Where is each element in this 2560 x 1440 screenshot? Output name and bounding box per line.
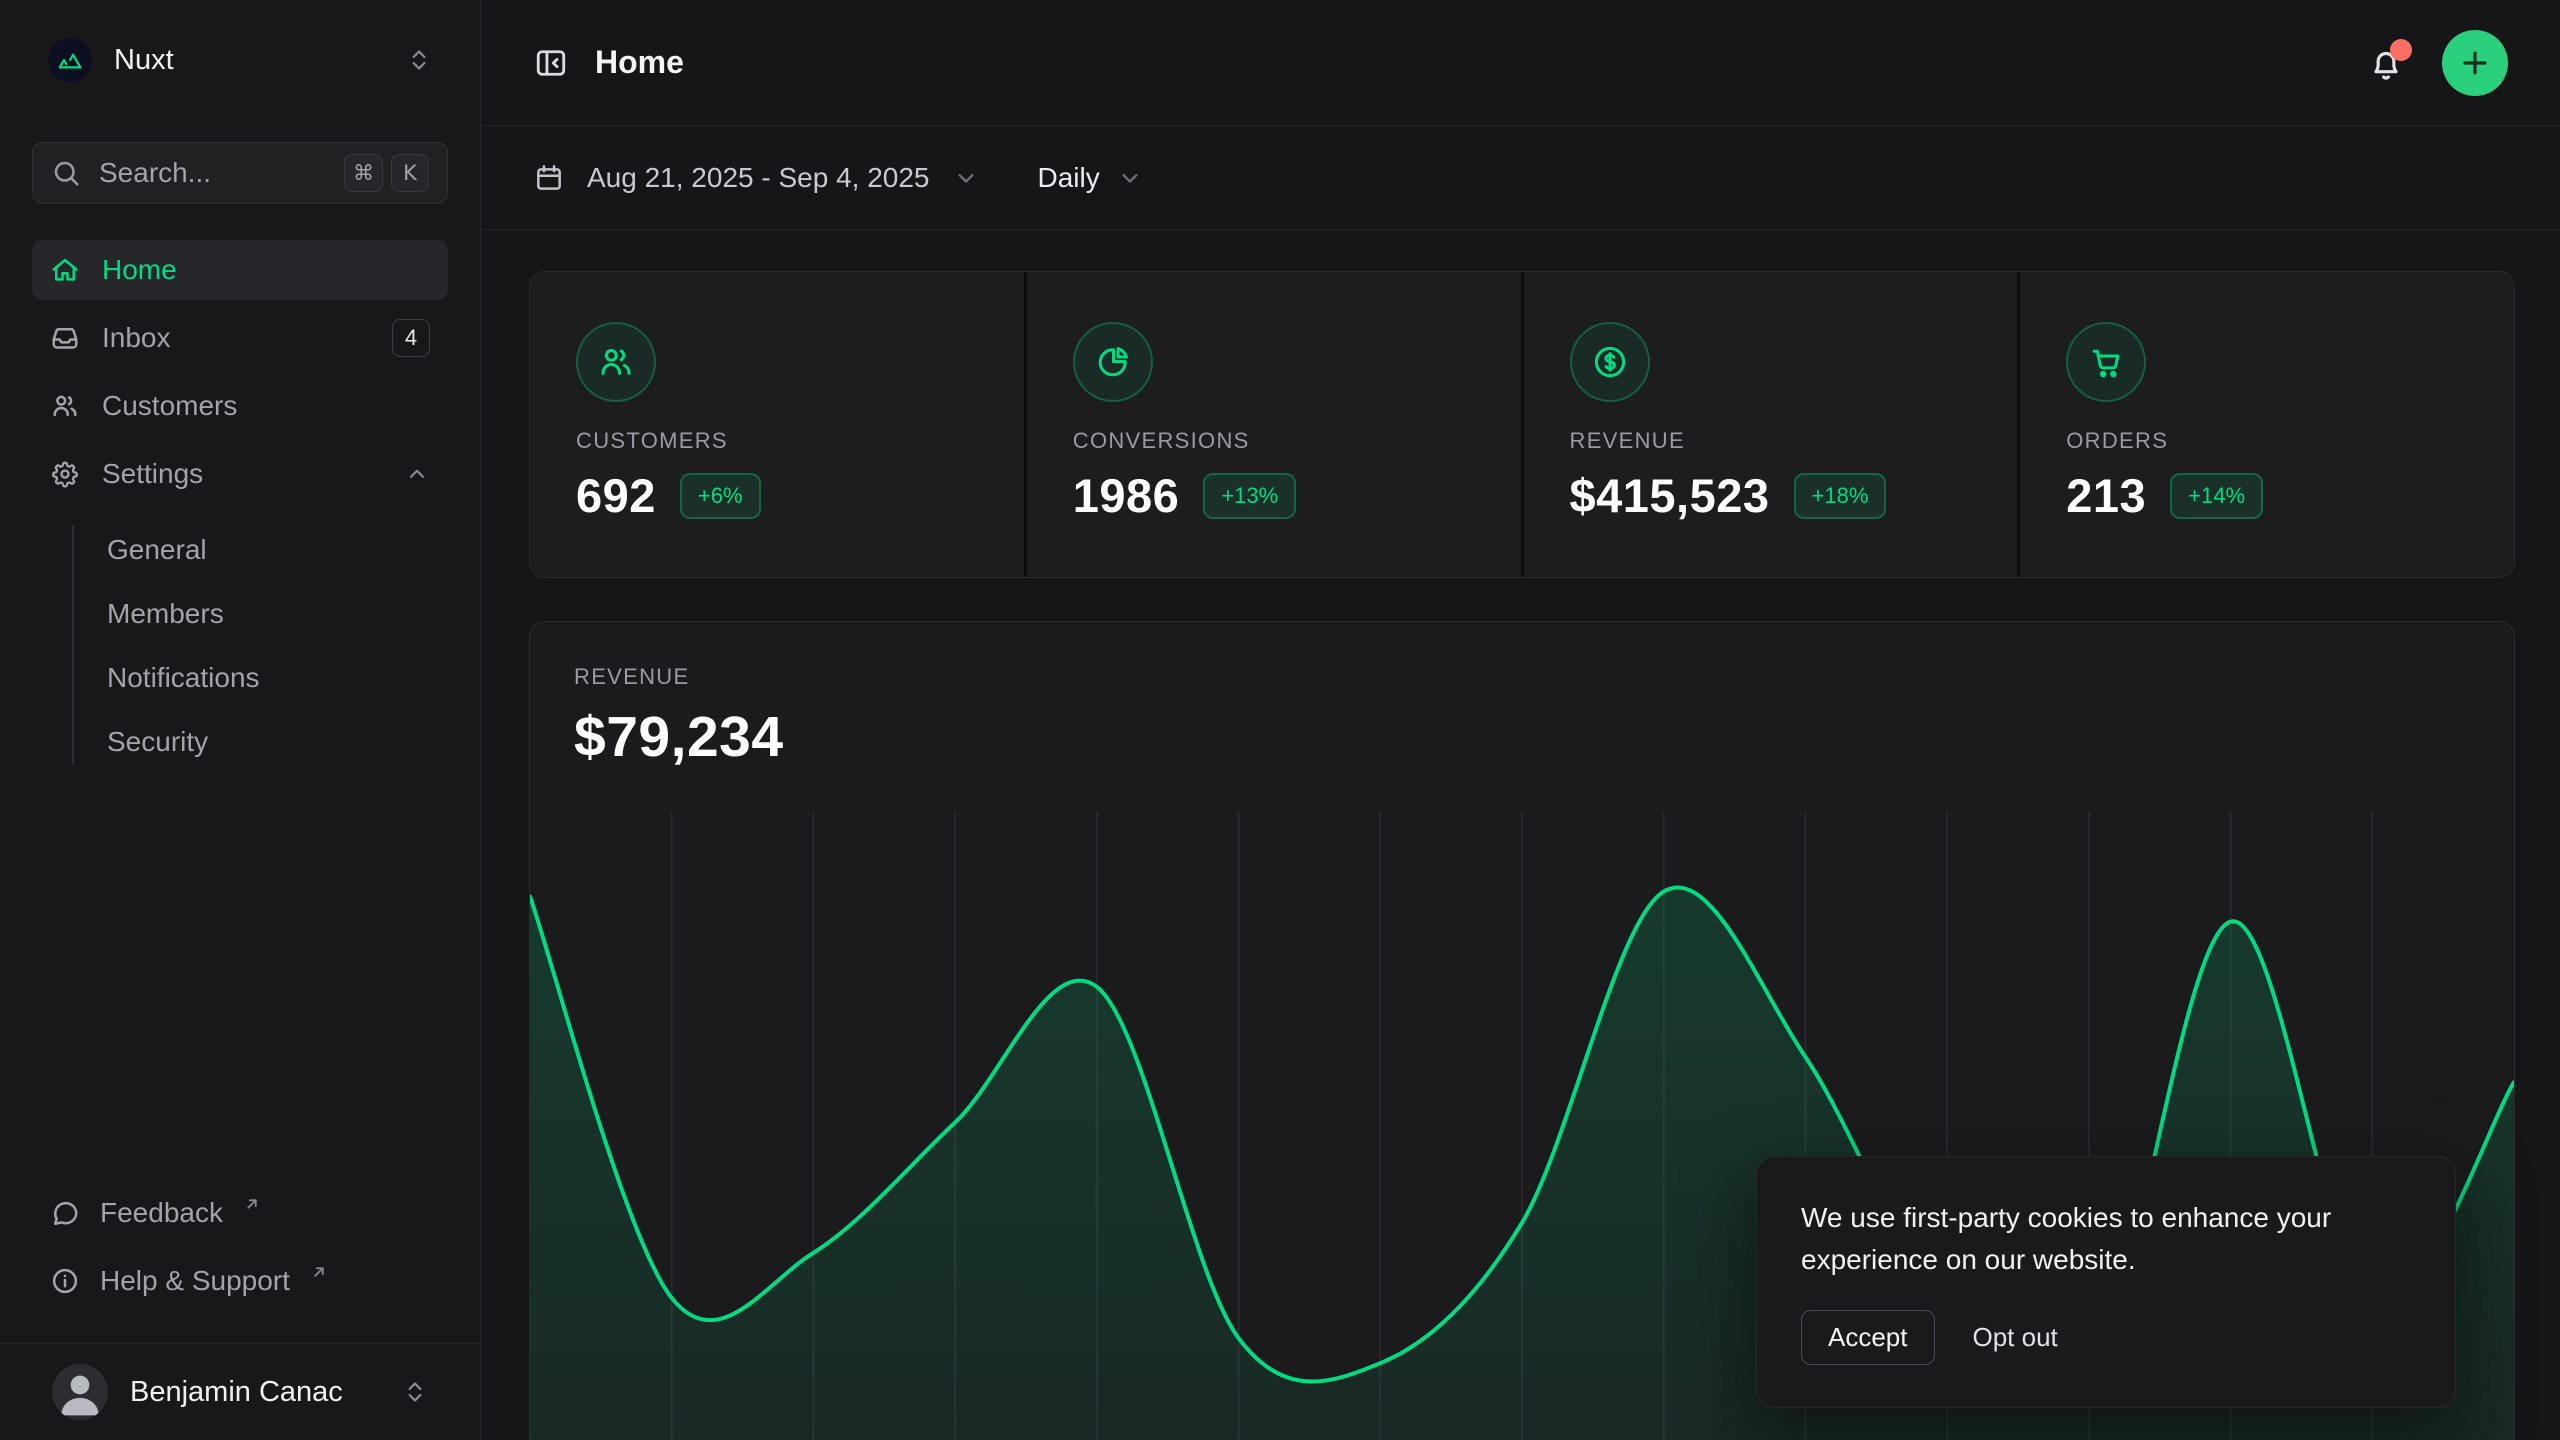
feedback-link[interactable]: Feedback: [32, 1185, 448, 1241]
kbd-command-key: ⌘: [344, 154, 383, 192]
chevrons-up-down-icon: [406, 47, 432, 73]
sidebar-item-customers[interactable]: Customers: [32, 376, 448, 436]
sidebar-item-label: Settings: [102, 458, 204, 489]
topbar-actions: [2360, 29, 2508, 96]
sidebar-item-general[interactable]: General: [107, 518, 448, 582]
chevrons-up-down-icon: [402, 1379, 428, 1405]
info-circle-icon: [50, 1266, 80, 1296]
chevron-down-icon: [952, 164, 980, 192]
panel-collapse-icon[interactable]: [533, 45, 569, 81]
page-title: Home: [595, 44, 684, 80]
content: CUSTOMERS 692 +6% CONVERSIONS 1986 +13%: [481, 230, 2560, 1440]
user-name: Benjamin Canac: [130, 1375, 343, 1408]
sidebar-item-security[interactable]: Security: [107, 710, 448, 774]
stats-row: CUSTOMERS 692 +6% CONVERSIONS 1986 +13%: [529, 271, 2515, 578]
revenue-chart-label: REVENUE: [574, 664, 690, 689]
sidebar-item-inbox[interactable]: Inbox 4: [32, 308, 448, 368]
topbar: Home: [481, 0, 2560, 126]
chat-bubble-icon: [50, 1198, 80, 1228]
team-name: Nuxt: [114, 43, 174, 76]
calendar-icon: [533, 162, 565, 194]
user-menu[interactable]: Benjamin Canac: [0, 1343, 480, 1440]
sidebar: Nuxt Search... ⌘ K: [0, 0, 481, 1440]
main-area: Home Aug 21,: [481, 0, 2560, 1440]
sub-item-label: Security: [107, 726, 209, 757]
nuxt-logo-icon: [48, 38, 92, 82]
users-icon: [576, 322, 656, 402]
inbox-icon: [50, 323, 80, 353]
team-switcher[interactable]: Nuxt: [32, 28, 448, 92]
sidebar-item-home[interactable]: Home: [32, 240, 448, 300]
home-icon: [50, 255, 80, 285]
help-support-link[interactable]: Help & Support: [32, 1253, 448, 1309]
revenue-chart-header: REVENUE $79,234: [530, 622, 2514, 812]
accept-button[interactable]: Accept: [1801, 1310, 1935, 1365]
date-range-label: Aug 21, 2025 - Sep 4, 2025: [587, 161, 930, 193]
stat-delta-badge: +18%: [1793, 472, 1887, 519]
gear-icon: [50, 459, 80, 489]
revenue-chart-panel: REVENUE $79,234: [529, 621, 2515, 1440]
stat-value: 1986: [1072, 469, 1180, 522]
stat-card-revenue: REVENUE $415,523 +18%: [1523, 272, 2018, 577]
settings-sub-list: General Members Notifications Security: [72, 518, 448, 774]
shopping-cart-icon: [2066, 322, 2147, 402]
date-range-picker[interactable]: Aug 21, 2025 - Sep 4, 2025: [533, 162, 980, 194]
stat-value: 213: [2066, 469, 2147, 522]
chart-line: [530, 885, 2514, 1406]
external-link-icon: [243, 1195, 261, 1213]
sidebar-item-label: Customers: [102, 390, 238, 421]
period-select[interactable]: Daily: [1038, 162, 1144, 194]
sidebar-spacer: [32, 776, 448, 1185]
search-shortcut: ⌘ K: [344, 154, 429, 192]
add-button[interactable]: [2442, 29, 2508, 96]
stat-label: CUSTOMERS: [576, 428, 728, 453]
period-label: Daily: [1037, 161, 1100, 193]
search-icon: [51, 158, 81, 188]
help-support-label: Help & Support: [100, 1265, 290, 1296]
search-placeholder: Search...: [99, 157, 212, 188]
sub-item-label: Notifications: [107, 662, 260, 693]
stat-card-orders: ORDERS 213 +14%: [2020, 272, 2514, 577]
inbox-unread-badge: 4: [392, 319, 430, 357]
sidebar-nav: Home Inbox 4: [32, 240, 448, 776]
search-input[interactable]: Search... ⌘ K: [32, 142, 448, 204]
stat-delta-badge: +6%: [679, 472, 761, 519]
feedback-label: Feedback: [100, 1197, 223, 1228]
stat-delta-badge: +14%: [2170, 472, 2264, 519]
avatar: [52, 1364, 108, 1420]
toolbar: Aug 21, 2025 - Sep 4, 2025 Daily: [481, 126, 2560, 230]
sidebar-item-settings[interactable]: Settings: [32, 444, 448, 504]
kbd-k-key: K: [391, 154, 429, 192]
sidebar-footer: Feedback Help & Support: [32, 1185, 448, 1309]
stat-label: REVENUE: [1569, 428, 1685, 453]
sub-item-label: General: [107, 534, 207, 565]
stat-label: CONVERSIONS: [1072, 428, 1250, 453]
sub-item-label: Members: [107, 598, 224, 629]
unread-dot: [2390, 38, 2412, 61]
stat-label: ORDERS: [2066, 428, 2169, 453]
chevron-up-icon: [404, 461, 430, 487]
revenue-chart-total: $79,234: [574, 705, 784, 769]
stat-card-customers: CUSTOMERS 692 +6%: [530, 272, 1024, 577]
dollar-circle-icon: [1569, 322, 1650, 402]
stat-delta-badge: +13%: [1203, 472, 1297, 519]
stat-value: $415,523: [1569, 469, 1770, 522]
stat-card-conversions: CONVERSIONS 1986 +13%: [1026, 272, 1521, 577]
sidebar-item-label: Inbox: [102, 322, 171, 353]
sidebar-item-notifications[interactable]: Notifications: [107, 646, 448, 710]
notifications-bell-icon[interactable]: [2360, 37, 2412, 89]
external-link-icon: [310, 1263, 328, 1281]
pie-chart-icon: [1072, 322, 1153, 402]
cookie-banner: We use first-party cookies to enhance yo…: [1756, 1156, 2456, 1408]
sidebar-item-members[interactable]: Members: [107, 582, 448, 646]
sidebar-item-label: Home: [102, 254, 177, 285]
cookie-message: We use first-party cookies to enhance yo…: [1801, 1202, 2332, 1275]
stat-value: 692: [576, 469, 656, 522]
users-icon: [50, 391, 80, 421]
opt-out-button[interactable]: Opt out: [1972, 1322, 2058, 1352]
chevron-down-icon: [1116, 164, 1144, 192]
sidebar-main: Nuxt Search... ⌘ K: [0, 0, 480, 1343]
cookie-actions: Accept Opt out: [1801, 1310, 2411, 1365]
